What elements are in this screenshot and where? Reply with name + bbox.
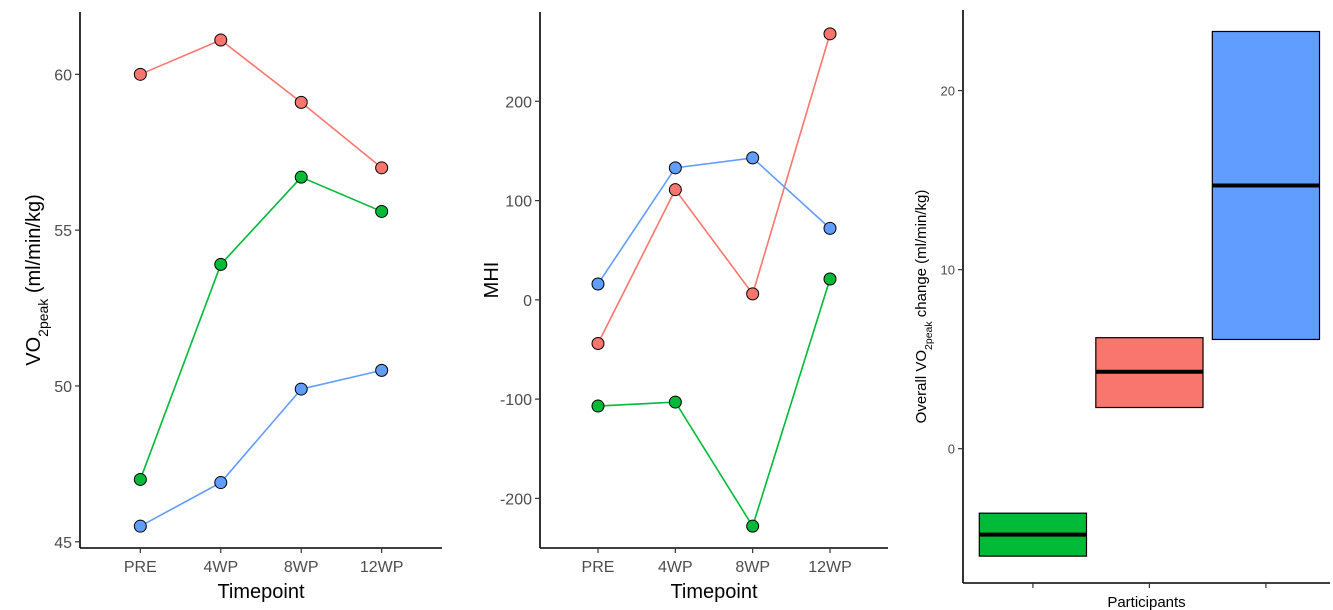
data-point-green [294, 170, 308, 184]
data-point-red [214, 33, 228, 47]
y-tick-label: 55 [54, 223, 72, 240]
x-tick-label: 4WP [203, 559, 238, 576]
data-point-blue [294, 382, 308, 396]
data-point-blue [746, 151, 760, 165]
x-axis-title: Timepoint [670, 581, 758, 603]
x-tick-label: 8WP [735, 559, 770, 576]
series-line-red [140, 39, 383, 169]
x-axis-title: Timepoint [217, 581, 305, 603]
data-point-red [746, 287, 760, 301]
y-tick-label: 100 [505, 194, 532, 211]
data-point-red [823, 27, 837, 41]
y-tick-label: 0 [523, 293, 532, 310]
data-point-green [591, 399, 605, 413]
x-tick-label: 12WP [808, 559, 852, 576]
vo2peak-change-chart: 0 10 20 Participants Overall VO2peak change … [913, 10, 1330, 610]
data-point-blue [823, 221, 837, 235]
data-point-green [214, 257, 228, 271]
series-line-blue [139, 369, 382, 527]
data-point-green [133, 472, 147, 486]
y-axis-title: VO2peak (ml/min/kg) [23, 194, 51, 366]
data-point-blue [668, 161, 682, 175]
y-tick-label: -100 [500, 392, 532, 409]
series-line-blue [597, 157, 831, 285]
data-point-blue [591, 277, 605, 291]
x-tick-label: 4WP [658, 559, 693, 576]
y-tick-label: 60 [54, 67, 72, 84]
data-point-green [668, 395, 682, 409]
y-axis-title-units: (ml/min/kg) [23, 194, 45, 298]
y-axis-title: MHI [481, 262, 503, 299]
y-axis-title-main: VO [23, 337, 45, 366]
data-point-blue [214, 476, 228, 490]
x-tick-label: PRE [124, 559, 157, 576]
y-tick-label: 50 [54, 379, 72, 396]
y-tick-label: 200 [505, 94, 532, 111]
series-line-red [597, 33, 831, 344]
data-point-red [294, 95, 308, 109]
data-point-green [375, 204, 389, 218]
y-tick-label: -200 [500, 491, 532, 508]
y-axis-title-units: change (ml/min/kg) [913, 190, 930, 322]
y-tick-label: 10 [941, 263, 955, 278]
data-point-red [133, 67, 147, 81]
y-axis-title-subscript: 2peak [923, 321, 935, 350]
vo2peak-timepoint-chart: 45 50 55 60 PRE 4WP 8WP 12WP Timepoint VO2peak (m… [23, 12, 442, 603]
y-axis-title: Overall VO2peak change (ml/min/kg) [913, 190, 935, 424]
x-tick-label: PRE [582, 559, 615, 576]
y-axis-title-subscript: 2peak [35, 298, 51, 337]
data-point-green [823, 272, 837, 286]
data-point-red [375, 161, 389, 175]
y-tick-label: 0 [948, 442, 955, 457]
x-tick-label: 12WP [360, 559, 404, 576]
x-axis-title: Participants [1107, 594, 1185, 610]
data-point-blue [133, 519, 147, 533]
mhi-timepoint-chart: -200 -100 0 100 200 PRE 4WP 8WP 12WP Timepoint MHI [481, 12, 888, 603]
data-point-red [591, 337, 605, 351]
y-tick-label: 20 [941, 84, 955, 99]
y-tick-label: 45 [54, 535, 72, 552]
data-point-blue [375, 363, 389, 377]
y-axis-title-main: Overall VO [913, 350, 930, 423]
x-tick-label: 8WP [284, 559, 319, 576]
series-line-green [597, 278, 831, 529]
data-point-green [746, 519, 760, 533]
data-point-red [668, 183, 682, 197]
series-line-green [139, 176, 382, 480]
